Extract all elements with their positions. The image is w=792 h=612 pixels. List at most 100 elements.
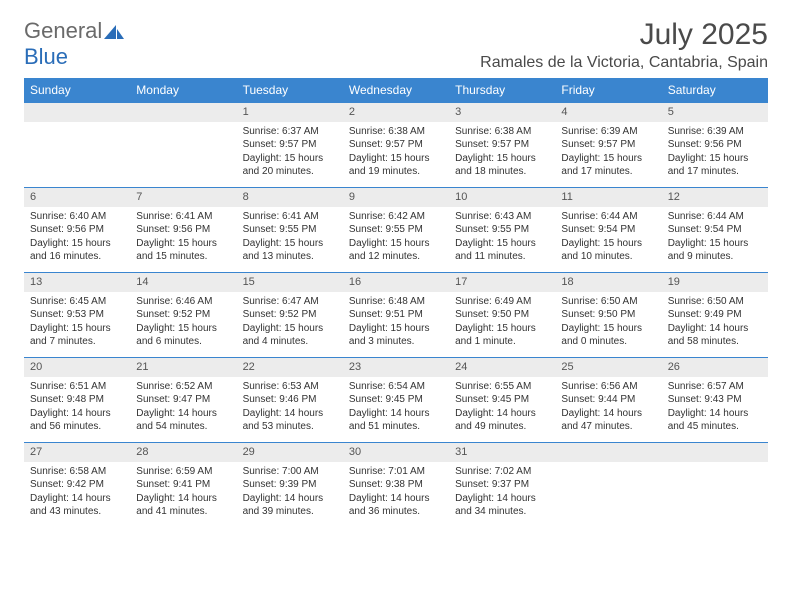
sunset-text: Sunset: 9:48 PM: [30, 393, 124, 407]
calendar-cell: 19Sunrise: 6:50 AMSunset: 9:49 PMDayligh…: [662, 273, 768, 358]
day-number: 11: [555, 188, 661, 207]
day-details: Sunrise: 6:37 AMSunset: 9:57 PMDaylight:…: [237, 122, 343, 182]
sunset-text: Sunset: 9:46 PM: [243, 393, 337, 407]
sunset-text: Sunset: 9:56 PM: [30, 223, 124, 237]
calendar-cell: 27Sunrise: 6:58 AMSunset: 9:42 PMDayligh…: [24, 443, 130, 528]
day-number: 27: [24, 443, 130, 462]
day-number: 3: [449, 103, 555, 122]
day-number: 26: [662, 358, 768, 377]
day-number: 16: [343, 273, 449, 292]
daylight-text: Daylight: 14 hours and 36 minutes.: [349, 492, 443, 519]
brand-text-part2: Blue: [24, 44, 68, 69]
daylight-text: Daylight: 15 hours and 18 minutes.: [455, 152, 549, 179]
day-number: 29: [237, 443, 343, 462]
calendar-cell: 6Sunrise: 6:40 AMSunset: 9:56 PMDaylight…: [24, 188, 130, 273]
sunrise-text: Sunrise: 6:53 AM: [243, 380, 337, 394]
sunset-text: Sunset: 9:42 PM: [30, 478, 124, 492]
day-number: 5: [662, 103, 768, 122]
daylight-text: Daylight: 15 hours and 20 minutes.: [243, 152, 337, 179]
day-number: 1: [237, 103, 343, 122]
calendar-cell: [555, 443, 661, 528]
sunrise-text: Sunrise: 6:38 AM: [455, 125, 549, 139]
sunset-text: Sunset: 9:56 PM: [668, 138, 762, 152]
calendar-week-row: 27Sunrise: 6:58 AMSunset: 9:42 PMDayligh…: [24, 443, 768, 528]
calendar-week-row: 13Sunrise: 6:45 AMSunset: 9:53 PMDayligh…: [24, 273, 768, 358]
sunrise-text: Sunrise: 6:40 AM: [30, 210, 124, 224]
sunrise-text: Sunrise: 6:55 AM: [455, 380, 549, 394]
day-number: 18: [555, 273, 661, 292]
calendar-cell: 13Sunrise: 6:45 AMSunset: 9:53 PMDayligh…: [24, 273, 130, 358]
calendar-cell: 4Sunrise: 6:39 AMSunset: 9:57 PMDaylight…: [555, 103, 661, 188]
calendar-cell: 26Sunrise: 6:57 AMSunset: 9:43 PMDayligh…: [662, 358, 768, 443]
calendar-cell: 3Sunrise: 6:38 AMSunset: 9:57 PMDaylight…: [449, 103, 555, 188]
day-number: 20: [24, 358, 130, 377]
sunrise-text: Sunrise: 6:44 AM: [668, 210, 762, 224]
sunset-text: Sunset: 9:49 PM: [668, 308, 762, 322]
sunrise-text: Sunrise: 6:41 AM: [136, 210, 230, 224]
daylight-text: Daylight: 14 hours and 45 minutes.: [668, 407, 762, 434]
calendar-cell: 20Sunrise: 6:51 AMSunset: 9:48 PMDayligh…: [24, 358, 130, 443]
daylight-text: Daylight: 15 hours and 10 minutes.: [561, 237, 655, 264]
sunset-text: Sunset: 9:37 PM: [455, 478, 549, 492]
day-details: Sunrise: 6:59 AMSunset: 9:41 PMDaylight:…: [130, 462, 236, 522]
calendar-cell: 10Sunrise: 6:43 AMSunset: 9:55 PMDayligh…: [449, 188, 555, 273]
daylight-text: Daylight: 14 hours and 39 minutes.: [243, 492, 337, 519]
day-details: Sunrise: 6:45 AMSunset: 9:53 PMDaylight:…: [24, 292, 130, 352]
day-number: 8: [237, 188, 343, 207]
day-details: Sunrise: 6:50 AMSunset: 9:50 PMDaylight:…: [555, 292, 661, 352]
day-details: Sunrise: 6:58 AMSunset: 9:42 PMDaylight:…: [24, 462, 130, 522]
sunrise-text: Sunrise: 6:52 AM: [136, 380, 230, 394]
day-header: Friday: [555, 78, 661, 103]
day-header: Thursday: [449, 78, 555, 103]
calendar-week-row: 1Sunrise: 6:37 AMSunset: 9:57 PMDaylight…: [24, 103, 768, 188]
calendar-head: SundayMondayTuesdayWednesdayThursdayFrid…: [24, 78, 768, 103]
daylight-text: Daylight: 14 hours and 49 minutes.: [455, 407, 549, 434]
brand-text: General Blue: [24, 18, 124, 70]
day-number: [24, 103, 130, 122]
daylight-text: Daylight: 14 hours and 58 minutes.: [668, 322, 762, 349]
calendar-cell: [662, 443, 768, 528]
daylight-text: Daylight: 14 hours and 47 minutes.: [561, 407, 655, 434]
day-number: 28: [130, 443, 236, 462]
day-number: 24: [449, 358, 555, 377]
calendar-cell: 5Sunrise: 6:39 AMSunset: 9:56 PMDaylight…: [662, 103, 768, 188]
sunset-text: Sunset: 9:54 PM: [561, 223, 655, 237]
calendar-cell: 24Sunrise: 6:55 AMSunset: 9:45 PMDayligh…: [449, 358, 555, 443]
daylight-text: Daylight: 15 hours and 0 minutes.: [561, 322, 655, 349]
daylight-text: Daylight: 15 hours and 3 minutes.: [349, 322, 443, 349]
day-number: 19: [662, 273, 768, 292]
title-block: July 2025 Ramales de la Victoria, Cantab…: [480, 18, 768, 72]
sunset-text: Sunset: 9:57 PM: [349, 138, 443, 152]
sunset-text: Sunset: 9:50 PM: [561, 308, 655, 322]
daylight-text: Daylight: 14 hours and 41 minutes.: [136, 492, 230, 519]
day-details: Sunrise: 6:43 AMSunset: 9:55 PMDaylight:…: [449, 207, 555, 267]
day-details: Sunrise: 6:52 AMSunset: 9:47 PMDaylight:…: [130, 377, 236, 437]
day-number: 7: [130, 188, 236, 207]
sunrise-text: Sunrise: 6:57 AM: [668, 380, 762, 394]
day-number: 23: [343, 358, 449, 377]
day-header: Monday: [130, 78, 236, 103]
day-header: Sunday: [24, 78, 130, 103]
day-number: 21: [130, 358, 236, 377]
daylight-text: Daylight: 15 hours and 11 minutes.: [455, 237, 549, 264]
day-number: 13: [24, 273, 130, 292]
calendar-cell: 25Sunrise: 6:56 AMSunset: 9:44 PMDayligh…: [555, 358, 661, 443]
sunrise-text: Sunrise: 6:39 AM: [668, 125, 762, 139]
location-subtitle: Ramales de la Victoria, Cantabria, Spain: [480, 54, 768, 72]
sunrise-text: Sunrise: 7:00 AM: [243, 465, 337, 479]
daylight-text: Daylight: 15 hours and 1 minute.: [455, 322, 549, 349]
sunrise-text: Sunrise: 6:39 AM: [561, 125, 655, 139]
day-details: Sunrise: 6:48 AMSunset: 9:51 PMDaylight:…: [343, 292, 449, 352]
calendar-cell: [130, 103, 236, 188]
day-details: Sunrise: 6:42 AMSunset: 9:55 PMDaylight:…: [343, 207, 449, 267]
day-header: Wednesday: [343, 78, 449, 103]
sunrise-text: Sunrise: 6:58 AM: [30, 465, 124, 479]
calendar-cell: 16Sunrise: 6:48 AMSunset: 9:51 PMDayligh…: [343, 273, 449, 358]
sunset-text: Sunset: 9:54 PM: [668, 223, 762, 237]
sunrise-text: Sunrise: 6:45 AM: [30, 295, 124, 309]
day-number: 4: [555, 103, 661, 122]
day-details: Sunrise: 6:49 AMSunset: 9:50 PMDaylight:…: [449, 292, 555, 352]
day-details: Sunrise: 6:54 AMSunset: 9:45 PMDaylight:…: [343, 377, 449, 437]
calendar-cell: 30Sunrise: 7:01 AMSunset: 9:38 PMDayligh…: [343, 443, 449, 528]
month-title: July 2025: [480, 18, 768, 52]
